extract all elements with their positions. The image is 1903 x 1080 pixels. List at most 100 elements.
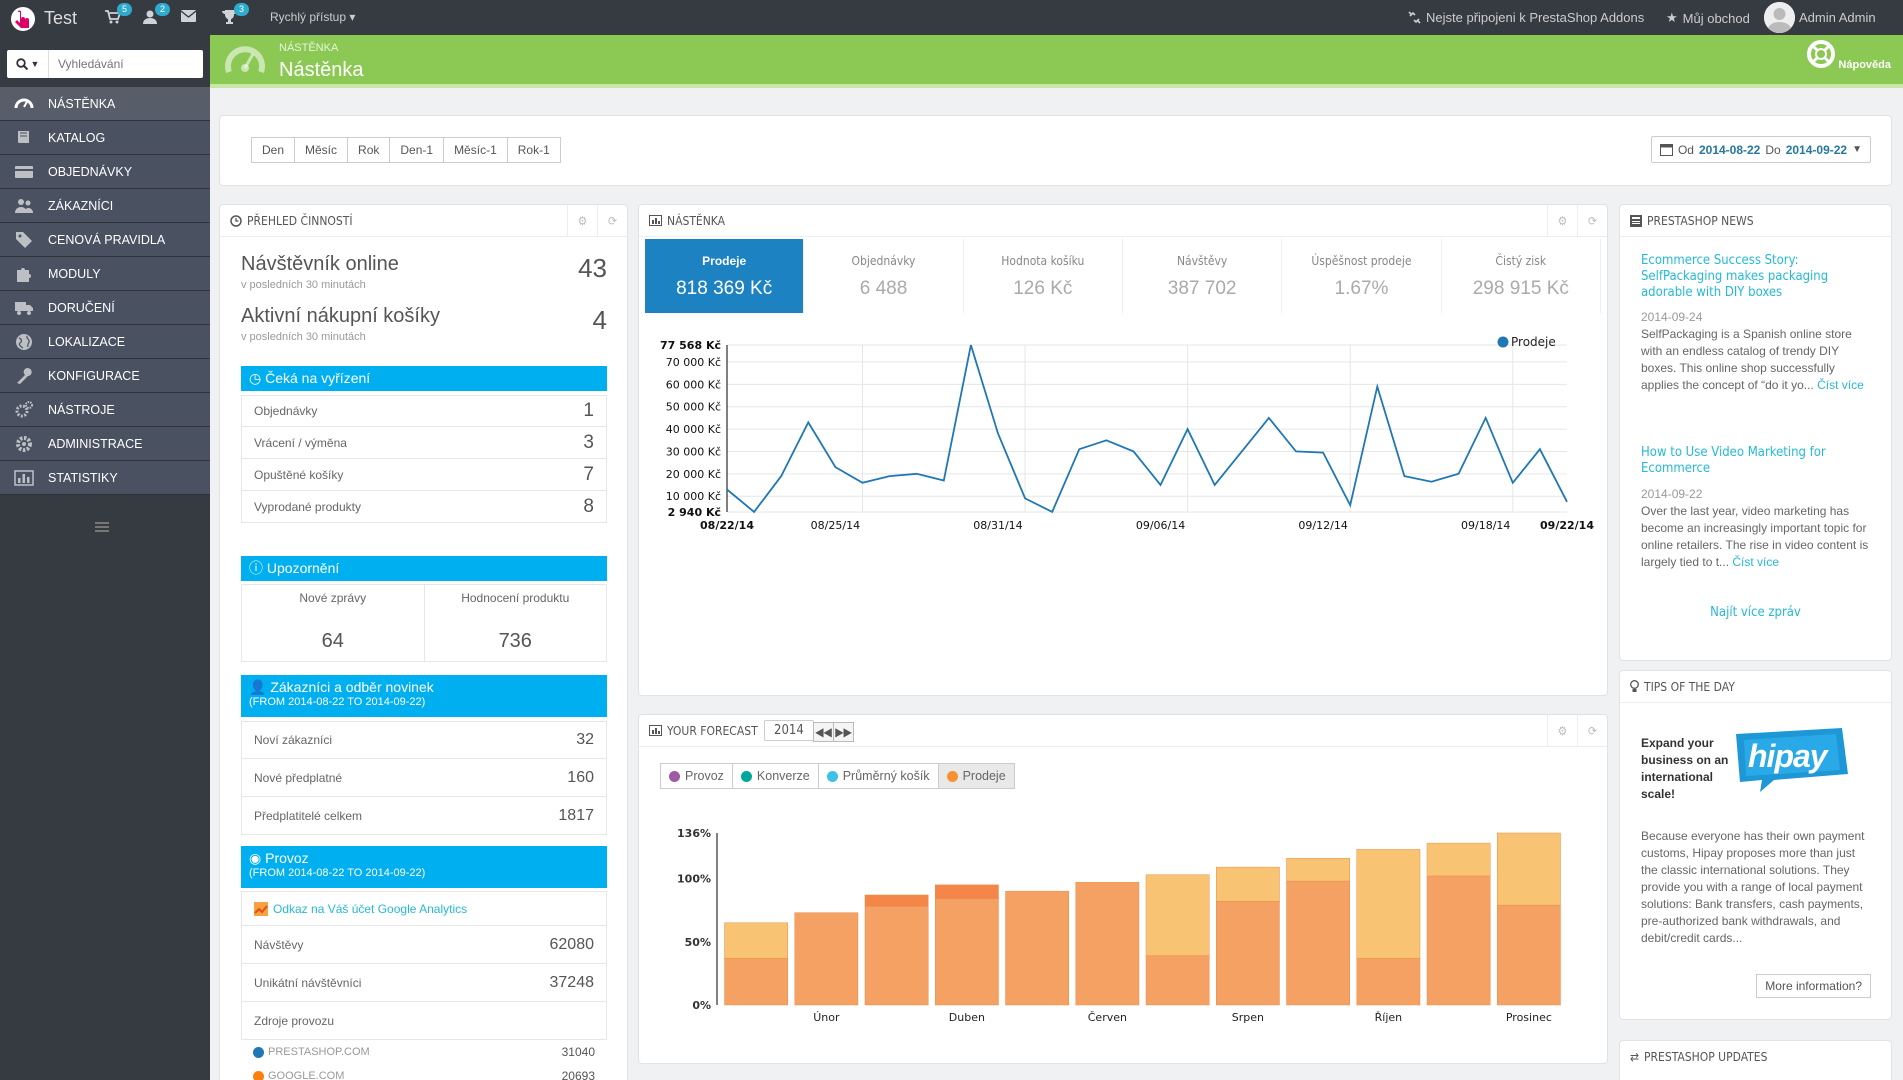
refresh-icon[interactable]: ⟳ — [1577, 205, 1607, 237]
forecast-legend-item[interactable]: Konverze — [731, 763, 819, 789]
more-information-button[interactable]: More information? — [1756, 974, 1871, 998]
pending-heading[interactable]: ◷ Čeká na vyřízení — [241, 366, 607, 391]
read-more-link[interactable]: Číst více — [1817, 378, 1864, 392]
refresh-icon[interactable]: ⟳ — [597, 205, 627, 237]
hipay-logo[interactable]: hipay — [1730, 726, 1855, 796]
trophy-icon[interactable]: 3 — [222, 3, 250, 24]
admin-user-menu[interactable]: Admin Admin — [1799, 10, 1876, 25]
pending-row[interactable]: Vrácení / výměna 3 — [241, 427, 607, 459]
read-more-link[interactable]: Číst více — [1732, 555, 1780, 569]
kpi-tile[interactable]: Objednávky 6 488 — [804, 239, 964, 313]
x-tick-label: Duben — [949, 1011, 985, 1024]
period-button[interactable]: Rok — [347, 137, 391, 163]
news-panel-heading: PRESTASHOP NEWS — [1620, 205, 1891, 237]
pending-row[interactable]: Vyprodané produkty 8 — [241, 491, 607, 523]
x-tick-label: Únor — [813, 1011, 840, 1024]
clock-icon: ◷ — [249, 370, 262, 386]
period-button[interactable]: Den — [251, 137, 296, 163]
sidebar-item-4[interactable]: CENOVÁ PRAVIDLA — [0, 223, 210, 257]
pending-row[interactable]: Opuštěné košíky 7 — [241, 459, 607, 491]
next-year-icon[interactable]: ▶▶ — [833, 722, 854, 742]
prestashop-logo-icon[interactable] — [10, 6, 36, 32]
kpi-tile[interactable]: Úspěšnost prodeje 1.67% — [1282, 239, 1442, 313]
search-type-button[interactable]: ▼ — [7, 50, 49, 78]
traffic-source-row[interactable]: GOOGLE.COM 20693 — [241, 1064, 607, 1080]
chart-legend[interactable]: Prodeje — [1497, 335, 1556, 349]
activity-panel: PŘEHLED ČINNOSTÍ ⚙ ⟳ Návštěvník online v … — [219, 204, 628, 1080]
my-shop-link[interactable]: ★ Můj obchod — [1666, 10, 1750, 26]
sidebar-item-1[interactable]: KATALOG — [0, 121, 210, 155]
google-analytics-link[interactable]: Odkaz na Váš účet Google Analytics — [273, 901, 468, 916]
tips-panel-heading: TIPS OF THE DAY — [1620, 671, 1891, 703]
news-title[interactable]: How to Use Video Marketing for Ecommerce — [1641, 445, 1826, 476]
period-button[interactable]: Rok-1 — [506, 137, 561, 163]
period-button[interactable]: Měsíc-1 — [443, 137, 508, 163]
traffic-source-row[interactable]: PRESTASHOP.COM 31040 — [241, 1040, 607, 1064]
tags-icon — [0, 230, 48, 250]
sidebar-item-2[interactable]: OBJEDNÁVKY — [0, 155, 210, 189]
addons-connect-link[interactable]: Nejste připojeni k PrestaShop Addons — [1408, 10, 1644, 25]
y-tick-label: 30 000 Kč — [666, 445, 721, 458]
sales-series-line — [726, 344, 1568, 514]
caret-down-icon: ▼ — [1852, 144, 1862, 155]
traffic-value: 62080 — [549, 935, 595, 953]
sidebar-item-0[interactable]: NÁSTĚNKA — [0, 87, 210, 121]
sidebar-item-6[interactable]: DORUČENÍ — [0, 291, 210, 325]
customers-heading[interactable]: 👤 Zákazníci a odběr novinek (FROM 2014-0… — [241, 675, 607, 717]
news-title[interactable]: Ecommerce Success Story: SelfPackaging m… — [1641, 253, 1829, 300]
previous-year-icon[interactable]: ◀◀ — [813, 722, 834, 742]
forecast-panel-title: YOUR FORECAST — [667, 723, 758, 738]
product-reviews-value: 736 — [498, 630, 532, 652]
refresh-icon[interactable]: ⟳ — [1577, 715, 1607, 747]
forecast-legend-item[interactable]: Průměrný košík — [817, 763, 939, 789]
period-button[interactable]: Den-1 — [389, 137, 445, 163]
sidebar-item-10[interactable]: ADMINISTRACE — [0, 427, 210, 461]
sidebar-item-label: CENOVÁ PRAVIDLA — [48, 232, 166, 247]
kpi-tile[interactable]: Prodeje 818 369 Kč — [645, 239, 805, 313]
search-input[interactable] — [49, 51, 199, 77]
forecast-bar-chart: 136% 100% 50% 0% Únor Duben Červen Srpen Říjen Pr… — [677, 827, 1561, 1024]
rss-icon — [1630, 214, 1642, 227]
configure-gear-icon[interactable]: ⚙ — [1547, 715, 1577, 747]
help-button[interactable]: Nápověda — [1807, 40, 1891, 71]
pending-row[interactable]: Objednávky 1 — [241, 395, 607, 427]
customers-row[interactable]: Noví zákazníci 32 — [241, 721, 607, 759]
more-news-link[interactable]: Najít více zpráv — [1710, 605, 1801, 620]
legend-dot — [669, 770, 680, 782]
configure-gear-icon[interactable]: ⚙ — [567, 205, 597, 237]
kpi-tile[interactable]: Hodnota košíku 126 Kč — [964, 239, 1123, 313]
menu-collapse-icon[interactable] — [95, 522, 109, 532]
forecast-year[interactable]: 2014 — [764, 720, 814, 741]
date-to-label: Do — [1765, 142, 1781, 157]
notifications-heading[interactable]: ⓘ Upozornění — [241, 556, 607, 581]
customers-row[interactable]: Nové předplatné 160 — [241, 759, 607, 797]
quick-access-menu[interactable]: Rychlý přístup ▾ — [270, 10, 355, 24]
period-button[interactable]: Měsíc — [294, 137, 349, 163]
envelope-icon[interactable] — [181, 10, 196, 22]
forecast-legend-item[interactable]: Provoz — [660, 763, 733, 789]
kpi-value: 1.67% — [1334, 278, 1389, 299]
kpi-tile[interactable]: Návštěvy 387 702 — [1123, 239, 1283, 313]
configure-gear-icon[interactable]: ⚙ — [1547, 205, 1577, 237]
dashboard-icon — [225, 42, 265, 78]
sidebar-item-5[interactable]: MODULY — [0, 257, 210, 291]
sidebar-item-8[interactable]: KONFIGURACE — [0, 359, 210, 393]
product-reviews[interactable]: Hodnocení produktu 736 — [425, 585, 607, 661]
forecast-bar — [724, 922, 788, 959]
sidebar-item-3[interactable]: ZÁKAZNÍCI — [0, 189, 210, 223]
sidebar-item-7[interactable]: LOKALIZACE — [0, 325, 210, 359]
sidebar-item-11[interactable]: STATISTIKY — [0, 461, 210, 495]
avatar[interactable] — [1764, 2, 1795, 33]
customers-icon[interactable]: 2 — [143, 3, 171, 24]
traffic-row: Návštěvy 62080 — [241, 926, 607, 964]
kpi-tile[interactable]: Čistý zisk 298 915 Kč — [1442, 239, 1601, 313]
new-messages[interactable]: Nové zprávy 64 — [242, 585, 425, 661]
date-range-button[interactable]: Od 2014-08-22 Do 2014-09-22 ▼ — [1650, 136, 1871, 163]
traffic-heading[interactable]: ◉ Provoz (FROM 2014-08-22 TO 2014-09-22) — [241, 846, 607, 888]
customers-row[interactable]: Předplatitelé celkem 1817 — [241, 797, 607, 835]
sidebar-item-9[interactable]: NÁSTROJE — [0, 393, 210, 427]
breadcrumb[interactable]: NÁSTĚNKA — [279, 42, 339, 54]
forecast-legend-item[interactable]: Prodeje — [937, 763, 1015, 789]
cart-icon[interactable]: 5 — [105, 3, 133, 24]
shop-name[interactable]: Test — [44, 8, 78, 28]
